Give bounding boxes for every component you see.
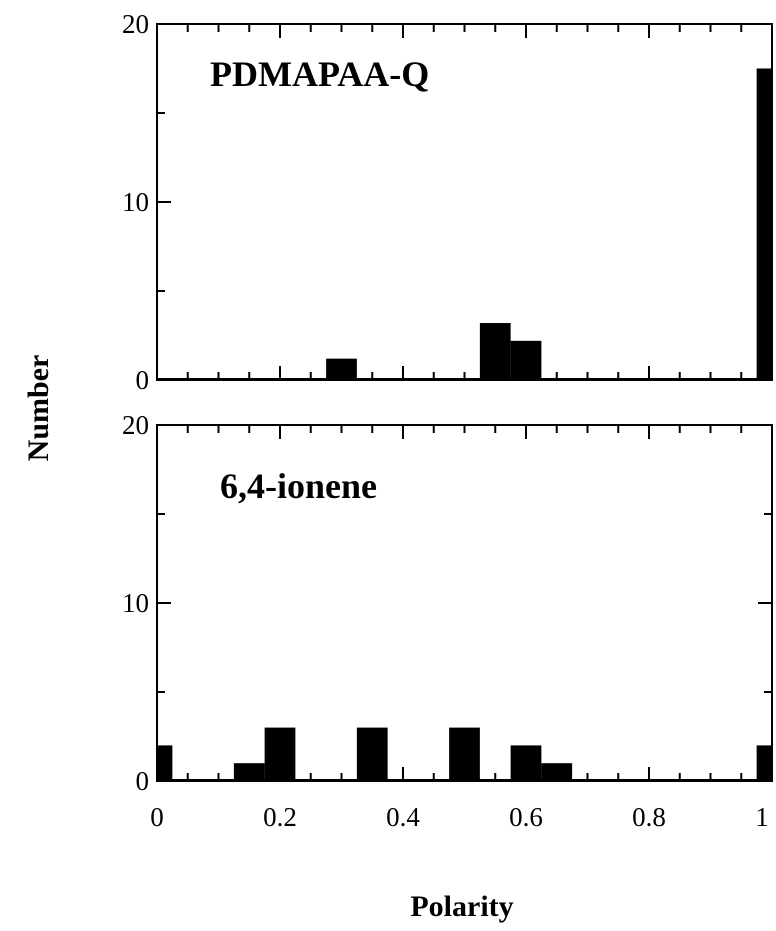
x-tick-label: 0.4 xyxy=(386,802,420,832)
bar xyxy=(326,358,357,380)
bar xyxy=(510,340,542,380)
bar xyxy=(479,323,511,380)
y-tick-label: 10 xyxy=(122,187,149,217)
panel-6-4-ionene: 0 10 20 6,4-ionene 0 0.2 0.4 0.6 0.8 1 xyxy=(122,410,773,832)
x-tick-label: 0.6 xyxy=(509,802,543,832)
panel-title: 6,4-ionene xyxy=(220,466,377,506)
bar xyxy=(233,763,265,781)
y-axis-title: Number xyxy=(22,355,55,462)
y-tick-label: 20 xyxy=(122,9,149,39)
bar xyxy=(449,727,480,781)
bar xyxy=(264,727,296,781)
x-tick-label: 0.8 xyxy=(632,802,666,832)
panel-pdmapaa-q: 0 10 20 PDMAPAA-Q xyxy=(122,9,773,395)
y-tick-label: 20 xyxy=(122,410,149,440)
x-tick-label: 1 xyxy=(755,802,769,832)
x-tick-label: 0.2 xyxy=(263,802,297,832)
x-tick-label: 0 xyxy=(150,802,164,832)
bar xyxy=(157,745,173,781)
y-tick-label: 0 xyxy=(136,365,150,395)
x-axis-title: Polarity xyxy=(410,890,513,923)
bar xyxy=(510,745,542,781)
panel-title: PDMAPAA-Q xyxy=(210,54,429,94)
bar xyxy=(541,763,573,781)
y-tick-label: 10 xyxy=(122,588,149,618)
bar xyxy=(356,727,388,781)
y-tick-label: 0 xyxy=(136,766,150,796)
bar xyxy=(756,745,772,781)
bar xyxy=(756,68,772,380)
